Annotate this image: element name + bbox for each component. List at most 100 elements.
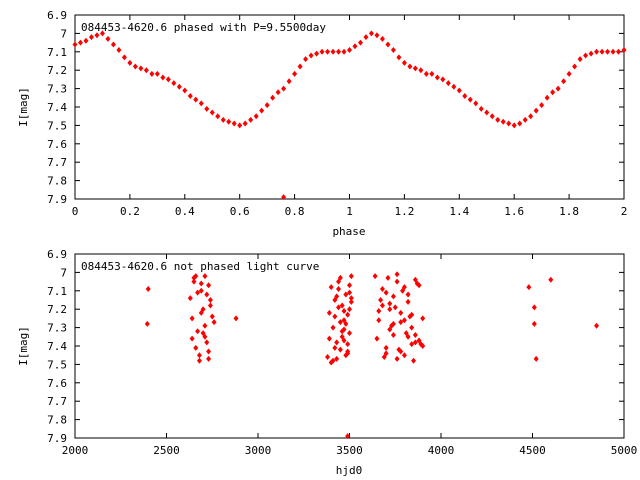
data-point — [326, 309, 332, 316]
data-point — [337, 346, 343, 353]
x-tick-label: 1.8 — [559, 205, 579, 218]
data-point — [383, 344, 389, 351]
data-point — [394, 355, 400, 362]
y-tick-label: 7.3 — [47, 322, 67, 335]
y-tick-label: 7.1 — [47, 46, 67, 59]
x-tick-label: 0.6 — [230, 205, 250, 218]
data-point — [548, 276, 554, 283]
data-point — [336, 48, 342, 55]
y-tick-label: 7.7 — [47, 395, 67, 408]
data-point — [418, 67, 424, 74]
y-tick-label: 7.9 — [47, 193, 67, 206]
data-point — [566, 70, 572, 77]
y-tick-label: 7.5 — [47, 119, 67, 132]
unphased-light-curve-panel: 084453-4620.6 not phased light curve hjd… — [17, 248, 637, 477]
y-tick-label: 7 — [60, 266, 67, 279]
data-point — [526, 284, 532, 291]
data-point — [539, 102, 545, 109]
data-point — [328, 359, 334, 366]
data-point — [500, 118, 506, 125]
y-tick-label: 7.4 — [47, 101, 67, 114]
data-point — [405, 298, 411, 305]
data-point — [473, 100, 479, 107]
data-point — [160, 74, 166, 81]
y-tick-label: 7.2 — [47, 64, 67, 77]
data-point — [484, 109, 490, 116]
data-point — [328, 284, 334, 291]
x-tick-label: 0.4 — [175, 205, 195, 218]
data-point — [88, 34, 94, 41]
data-point — [336, 285, 342, 292]
data-point — [383, 350, 389, 357]
data-point — [398, 309, 404, 316]
y-tick-label: 7.6 — [47, 377, 67, 390]
data-point — [379, 302, 385, 309]
data-point — [204, 105, 210, 112]
data-point — [211, 319, 217, 326]
data-point — [347, 289, 352, 296]
data-point — [196, 357, 202, 364]
data-point — [345, 341, 351, 348]
data-point — [334, 355, 340, 362]
x-tick-label: 1.6 — [504, 205, 524, 218]
data-point — [231, 120, 237, 127]
data-point — [396, 54, 402, 61]
data-point — [187, 92, 193, 99]
data-point — [348, 295, 354, 302]
data-point — [605, 48, 611, 55]
data-points — [72, 30, 627, 201]
x-tick-label: 1.2 — [394, 205, 414, 218]
data-point — [412, 331, 418, 338]
data-point — [207, 302, 213, 309]
data-point — [226, 118, 232, 125]
data-point — [72, 41, 78, 48]
data-point — [215, 113, 221, 120]
x-tick-label: 2 — [621, 205, 628, 218]
y-tick-label: 7.6 — [47, 138, 67, 151]
x-tick-label: 1 — [346, 205, 353, 218]
data-point — [110, 41, 116, 48]
data-point — [198, 100, 204, 107]
y-tick-label: 7 — [60, 27, 67, 40]
data-point — [345, 348, 351, 355]
x-tick-label: 5000 — [611, 444, 638, 457]
data-point — [376, 317, 382, 324]
data-point — [440, 76, 446, 83]
data-point — [209, 313, 215, 320]
chart-title: 084453-4620.6 not phased light curve — [81, 260, 319, 273]
axis-ticks: 0 0.2 0.4 0.6 0.8 1 1.2 1.4 1.6 1.8 2 6.9 7 7.1 7.2 7.3… — [47, 9, 627, 218]
data-point — [105, 35, 111, 42]
data-point — [94, 32, 100, 39]
data-point — [517, 120, 523, 127]
data-point — [392, 304, 398, 311]
data-point — [99, 30, 105, 37]
data-point — [325, 48, 331, 55]
data-point — [347, 330, 352, 337]
data-point — [196, 352, 202, 359]
x-tick-label: 4000 — [428, 444, 455, 457]
data-point — [176, 83, 182, 90]
x-tick-label: 3000 — [245, 444, 272, 457]
data-point — [347, 46, 352, 53]
y-tick-label: 7.3 — [47, 83, 67, 96]
data-point — [368, 30, 374, 37]
data-point — [394, 271, 400, 278]
data-point — [348, 273, 354, 280]
data-point — [577, 56, 583, 63]
data-point — [398, 319, 404, 326]
data-point — [409, 341, 415, 348]
data-point — [207, 297, 213, 303]
data-point — [409, 311, 415, 318]
data-point — [77, 39, 83, 46]
data-point — [144, 320, 150, 327]
data-point — [337, 319, 343, 326]
data-point — [127, 59, 133, 66]
y-axis-label: I[mag] — [17, 326, 30, 366]
data-point — [237, 122, 243, 129]
data-point — [233, 315, 239, 322]
data-point — [528, 113, 534, 120]
data-point — [555, 85, 561, 92]
data-point — [363, 34, 369, 41]
data-point — [401, 284, 407, 291]
y-tick-label: 7.5 — [47, 358, 67, 371]
